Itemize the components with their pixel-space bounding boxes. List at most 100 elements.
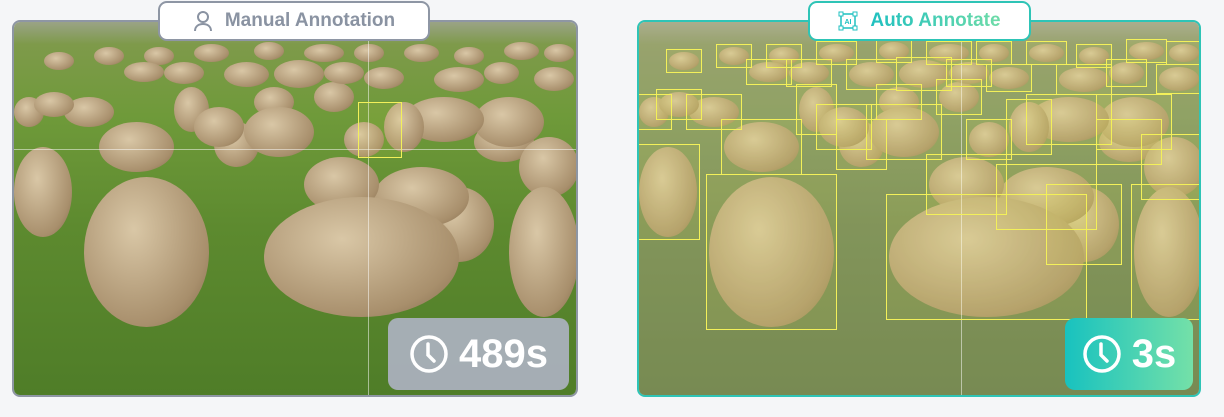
sheep (1029, 44, 1064, 62)
sheep (384, 102, 424, 152)
sheep (949, 62, 989, 84)
sheep (34, 92, 74, 117)
sheep (979, 44, 1009, 62)
sheep (969, 122, 1009, 157)
crosshair-vertical (368, 22, 369, 395)
auto-bounding-box[interactable] (1076, 44, 1112, 68)
auto-bounding-box[interactable] (1096, 94, 1172, 150)
auto-bounding-box[interactable] (639, 144, 700, 240)
sheep (264, 197, 459, 317)
sheep (869, 107, 939, 157)
auto-bounding-box[interactable] (816, 104, 872, 150)
auto-bounding-box[interactable] (816, 41, 857, 65)
sheep (1099, 97, 1169, 147)
sheep (484, 62, 519, 84)
sheep (1079, 47, 1109, 65)
sheep (224, 62, 269, 87)
sheep (504, 42, 539, 60)
auto-bounding-box[interactable] (1126, 39, 1167, 63)
sheep (889, 197, 1084, 317)
auto-bounding-box[interactable] (746, 59, 792, 85)
sheep (364, 67, 404, 89)
sheep (344, 122, 384, 157)
manual-time-badge: 489s (388, 318, 569, 390)
manual-bounding-box[interactable] (358, 102, 402, 158)
sheep (849, 62, 894, 87)
auto-bounding-box[interactable] (986, 64, 1032, 92)
auto-annotate-tab[interactable]: AI Auto Annotate (808, 1, 1031, 41)
auto-bounding-box[interactable] (1056, 64, 1112, 95)
sheep (244, 107, 314, 157)
auto-bounding-box[interactable] (686, 94, 742, 130)
auto-bounding-box[interactable] (936, 79, 982, 115)
auto-bounding-box[interactable] (766, 44, 802, 68)
auto-bounding-box[interactable] (796, 84, 837, 135)
manual-annotation-label: Manual Annotation (224, 10, 396, 31)
sheep (1134, 187, 1199, 317)
crosshair-horizontal (14, 149, 576, 150)
sheep (124, 62, 164, 82)
auto-bounding-box[interactable] (886, 194, 1087, 320)
auto-annotate-label: Auto Annotate (870, 10, 1001, 31)
auto-bounding-box[interactable] (666, 49, 702, 73)
sheep (354, 44, 384, 62)
crosshair-vertical (961, 22, 962, 395)
sheep (879, 42, 909, 60)
auto-bounding-box[interactable] (926, 154, 1007, 215)
user-icon (193, 11, 212, 32)
auto-bounding-box[interactable] (1141, 134, 1199, 200)
sheep (144, 47, 174, 65)
sheep (659, 92, 699, 117)
auto-bounding-box[interactable] (1046, 184, 1122, 265)
svg-text:AI: AI (845, 19, 852, 26)
auto-time-value: 3s (1131, 331, 1177, 376)
manual-time-value: 489s (459, 331, 548, 376)
sheep (44, 52, 74, 70)
auto-bounding-box[interactable] (876, 39, 912, 63)
sheep (324, 62, 364, 84)
sheep (194, 44, 229, 62)
sheep (709, 177, 834, 327)
auto-bounding-box[interactable] (976, 41, 1012, 65)
auto-bounding-box[interactable] (1166, 41, 1199, 65)
sheep (724, 122, 799, 172)
sheep (544, 44, 574, 62)
auto-bounding-box[interactable] (1106, 59, 1147, 87)
clock-icon (410, 335, 448, 373)
auto-bounding-box[interactable] (1026, 41, 1067, 65)
auto-bounding-box[interactable] (786, 59, 832, 87)
sheep (164, 62, 204, 84)
auto-bounding-box[interactable] (866, 104, 942, 160)
auto-bounding-box[interactable] (1131, 184, 1199, 320)
auto-bounding-box[interactable] (721, 119, 802, 175)
auto-bounding-box[interactable] (966, 119, 1012, 160)
sheep (509, 187, 576, 317)
auto-bounding-box[interactable] (836, 119, 887, 170)
sheep (939, 82, 979, 112)
sheep (84, 177, 209, 327)
sheep (719, 47, 749, 65)
auto-bounding-box[interactable] (876, 84, 922, 120)
auto-bounding-box[interactable] (716, 44, 752, 68)
sheep (1159, 67, 1199, 91)
ai-frame-icon: AI (838, 11, 858, 31)
manual-annotation-tab[interactable]: Manual Annotation (158, 1, 430, 41)
sheep (1129, 42, 1164, 60)
sheep (14, 147, 72, 237)
sheep (99, 122, 174, 172)
sheep (404, 44, 439, 62)
sheep (274, 60, 324, 88)
auto-bounding-box[interactable] (946, 59, 992, 87)
auto-bounding-box[interactable] (1156, 64, 1199, 94)
auto-bounding-box[interactable] (706, 174, 837, 330)
sheep (989, 67, 1029, 89)
sheep (304, 44, 344, 62)
sheep (534, 67, 574, 91)
auto-bounding-box[interactable] (1096, 119, 1162, 165)
auto-bounding-box[interactable] (639, 94, 672, 130)
sheep (1169, 44, 1199, 62)
auto-time-badge: 3s (1065, 318, 1193, 390)
auto-bounding-box[interactable] (1006, 99, 1052, 155)
sheep (669, 52, 699, 70)
auto-bounding-box[interactable] (926, 41, 972, 65)
